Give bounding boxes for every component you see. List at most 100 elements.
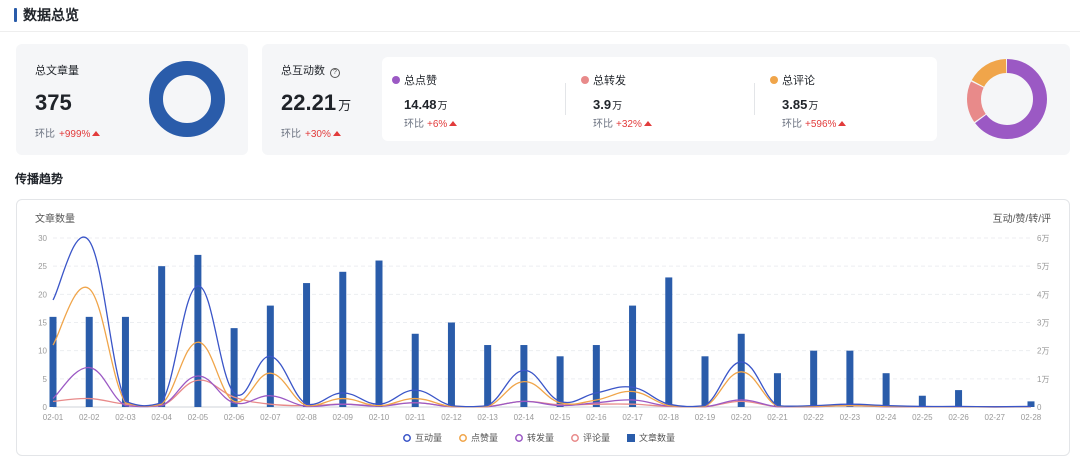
legend-label: 评论量: [583, 432, 610, 443]
x-tick-label: 02-03: [115, 413, 136, 422]
shares-dot-icon: [581, 76, 589, 84]
up-arrow-icon: [332, 131, 341, 136]
x-tick-label: 02-27: [985, 413, 1006, 422]
x-tick-label: 02-19: [695, 413, 716, 422]
legend-label: 转发量: [527, 432, 554, 443]
up-arrow-icon: [92, 131, 101, 136]
legend-label: 点赞量: [471, 432, 498, 443]
x-tick-label: 02-25: [912, 413, 933, 422]
article-count-bar[interactable]: [882, 373, 890, 407]
donut-slice-1: [967, 59, 1047, 139]
likes-change: 环比 +6%: [404, 115, 458, 130]
legend-item[interactable]: 文章数量: [627, 432, 675, 443]
total-interactions-label: 总互动数?: [281, 62, 340, 78]
x-tick-label: 02-10: [369, 413, 390, 422]
legend-bar-marker-icon: [627, 434, 635, 442]
left-tick-label: 10: [38, 347, 47, 356]
x-tick-label: 02-13: [477, 413, 498, 422]
likes-value: 14.48万: [404, 97, 448, 112]
articles-donut-chart: [149, 61, 225, 137]
trend-section-title: 传播趋势: [15, 172, 64, 186]
article-count-bar[interactable]: [629, 305, 637, 407]
stat-divider: [754, 83, 755, 115]
total-interactions-card: 总互动数? 22.21 万 环比 +30% 总点赞 14.48万 环比 +6% 总转发…: [262, 44, 1070, 155]
header-divider: [0, 31, 1080, 32]
x-tick-label: 02-28: [1021, 413, 1042, 422]
x-tick-label: 02-24: [876, 413, 897, 422]
article-count-bar[interactable]: [411, 333, 419, 407]
article-count-bar[interactable]: [955, 390, 963, 407]
likes-stat: 总点赞 14.48万 环比 +6%: [392, 71, 552, 131]
x-tick-label: 02-05: [188, 413, 209, 422]
shares-stat: 总转发 3.9万 环比 +32%: [581, 71, 741, 131]
x-tick-label: 02-04: [151, 413, 172, 422]
trend-chart: 文章数量 互动/赞/转/评 0 0 5 1万 10 2万 15 3万 20 4万 25 5万 30 6万 0…: [35, 212, 1051, 443]
article-count-bar[interactable]: [918, 395, 926, 407]
right-tick-label: 2万: [1037, 347, 1049, 356]
left-tick-label: 0: [43, 403, 48, 412]
legend-line-marker-icon: [571, 434, 579, 442]
legend-line-marker-icon: [403, 434, 411, 442]
shares-value: 3.9万: [593, 97, 623, 112]
article-count-bar[interactable]: [773, 373, 781, 407]
x-tick-label: 02-14: [514, 413, 535, 422]
article-count-bar[interactable]: [49, 316, 57, 407]
article-count-bar[interactable]: [230, 328, 238, 407]
left-tick-label: 30: [38, 234, 47, 243]
article-count-bar[interactable]: [556, 356, 564, 407]
legend-item[interactable]: 转发量: [515, 432, 554, 443]
x-tick-label: 02-08: [296, 413, 317, 422]
article-count-bar[interactable]: [121, 316, 129, 407]
total-articles-value: 375: [35, 90, 72, 115]
legend-item[interactable]: 评论量: [571, 432, 610, 443]
trend-chart-panel: 文章数量 互动/赞/转/评 0 0 5 1万 10 2万 15 3万 20 4万 25 5万 30 6万 0…: [16, 199, 1070, 456]
article-count-bar[interactable]: [520, 345, 528, 407]
legend-item[interactable]: 互动量: [403, 433, 442, 443]
x-tick-label: 02-12: [441, 413, 462, 422]
help-icon[interactable]: ?: [330, 68, 340, 78]
x-tick-label: 02-20: [731, 413, 752, 422]
article-count-bar[interactable]: [447, 322, 455, 408]
comments-dot-icon: [770, 76, 778, 84]
title-accent-bar: [14, 8, 17, 22]
x-tick-label: 02-23: [840, 413, 861, 422]
right-tick-label: 5万: [1037, 262, 1049, 271]
left-tick-label: 20: [38, 290, 47, 299]
x-tick-label: 02-21: [767, 413, 788, 422]
article-count-bar[interactable]: [846, 350, 854, 407]
article-count-bar[interactable]: [1027, 401, 1035, 407]
comments-value: 3.85万: [782, 97, 819, 112]
article-count-bar[interactable]: [701, 356, 709, 407]
left-tick-label: 15: [38, 319, 47, 328]
article-count-bar[interactable]: [85, 316, 93, 407]
legend-item[interactable]: 点赞量: [459, 432, 498, 443]
article-count-bar[interactable]: [375, 260, 383, 407]
article-count-bar[interactable]: [592, 345, 600, 407]
interactions-donut-chart: [967, 59, 1047, 139]
x-tick-label: 02-02: [79, 413, 100, 422]
donut-slice-0: [967, 59, 1047, 139]
x-tick-label: 02-01: [43, 413, 64, 422]
article-count-bar[interactable]: [194, 254, 202, 407]
article-count-bar[interactable]: [737, 333, 745, 407]
legend-line-marker-icon: [459, 434, 467, 442]
article-count-bar[interactable]: [339, 271, 347, 407]
article-count-bar[interactable]: [158, 266, 166, 407]
comments-stat: 总评论 3.85万 环比 +596%: [770, 71, 930, 131]
total-articles-card: 总文章量 375 环比 +999%: [16, 44, 248, 155]
overview-title: 数据总览: [23, 7, 79, 23]
right-tick-label: 3万: [1037, 319, 1049, 328]
right-tick-label: 1万: [1037, 375, 1049, 384]
right-tick-label: 6万: [1037, 234, 1049, 243]
up-arrow-icon: [838, 121, 847, 126]
article-count-bar[interactable]: [810, 350, 818, 407]
x-tick-label: 02-22: [803, 413, 824, 422]
series-line[interactable]: [52, 286, 1032, 408]
article-count-bar[interactable]: [665, 277, 673, 407]
article-count-bar[interactable]: [303, 283, 311, 407]
article-count-bar[interactable]: [484, 345, 492, 407]
series-line[interactable]: [52, 236, 1032, 408]
x-tick-label: 02-07: [260, 413, 281, 422]
legend-line-marker-icon: [515, 434, 523, 442]
x-tick-label: 02-17: [622, 413, 643, 422]
